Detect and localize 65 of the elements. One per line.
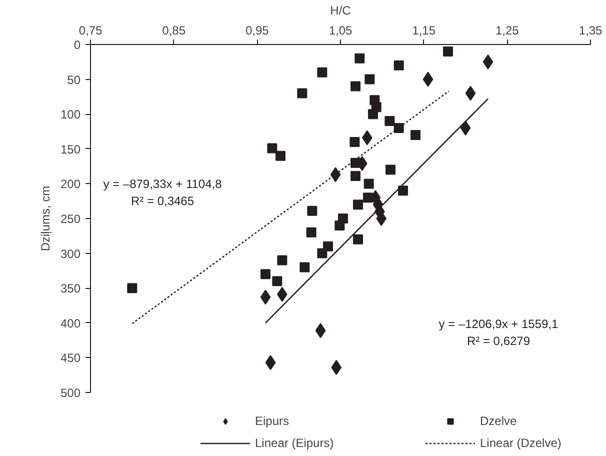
point [410, 130, 420, 140]
y-tick-label: 250 [60, 212, 81, 226]
x-tick-label: 0,95 [245, 24, 270, 38]
point [272, 276, 282, 286]
point [482, 54, 494, 70]
y-tick-label: 350 [60, 282, 81, 296]
y-tick-label: 500 [60, 386, 81, 400]
legend-label: Linear (Dzelve) [480, 436, 562, 450]
annotation: y = –879,33x + 1104,8 R² = 0,3465 [103, 177, 222, 208]
x-tick-label: 1,25 [495, 24, 520, 38]
point [394, 60, 404, 70]
point [267, 143, 278, 154]
point [307, 206, 318, 216]
y-tick-label: 150 [60, 142, 81, 156]
legend-label: Linear (Eipurs) [255, 436, 335, 450]
point [330, 167, 341, 182]
point [394, 123, 404, 134]
x-tick-label: 1,35 [578, 24, 603, 38]
x-tick-label: 1,05 [328, 24, 353, 38]
y-tick-label: 50 [67, 72, 81, 87]
point [350, 158, 360, 168]
point [350, 81, 360, 92]
point [260, 290, 271, 305]
annotation: y = –1206,9x + 1559,1 R² = 0,6279 [438, 317, 559, 348]
point [317, 67, 328, 78]
point [306, 227, 316, 238]
point [384, 116, 395, 126]
point [354, 53, 365, 64]
point [300, 262, 310, 272]
point [364, 178, 374, 189]
y-tick-label: 300 [60, 246, 81, 261]
point [297, 88, 308, 98]
legend-label: Eipurs [255, 414, 290, 428]
point [460, 120, 471, 136]
point [277, 255, 288, 266]
point [443, 46, 453, 56]
point [127, 283, 138, 294]
point [364, 74, 375, 84]
point [334, 220, 345, 230]
x-tick-label: 0,85 [162, 24, 186, 38]
x-tick-label: 0,75 [78, 24, 103, 38]
point [315, 323, 326, 338]
point [265, 355, 276, 370]
legend-label: Dzelve [480, 414, 518, 428]
y-tick-label: 450 [60, 351, 81, 366]
point [353, 200, 363, 210]
point [422, 72, 434, 87]
point [350, 171, 360, 182]
point [386, 164, 396, 175]
x-axis-title: H/C [330, 4, 352, 18]
y-tick-label: 100 [60, 108, 81, 122]
point [368, 109, 378, 120]
point [276, 150, 286, 161]
y-axis-title: Dziļums, cm [38, 186, 52, 252]
point [353, 234, 363, 244]
point [260, 269, 270, 280]
point [398, 186, 408, 196]
y-tick-label: 200 [60, 177, 81, 192]
x-tick-label: 1,15 [412, 24, 436, 38]
point [350, 136, 360, 147]
point [363, 192, 373, 203]
point [465, 86, 476, 101]
y-tick-label: 0 [74, 38, 81, 52]
y-tick-label: 400 [60, 316, 81, 330]
point [317, 248, 328, 258]
